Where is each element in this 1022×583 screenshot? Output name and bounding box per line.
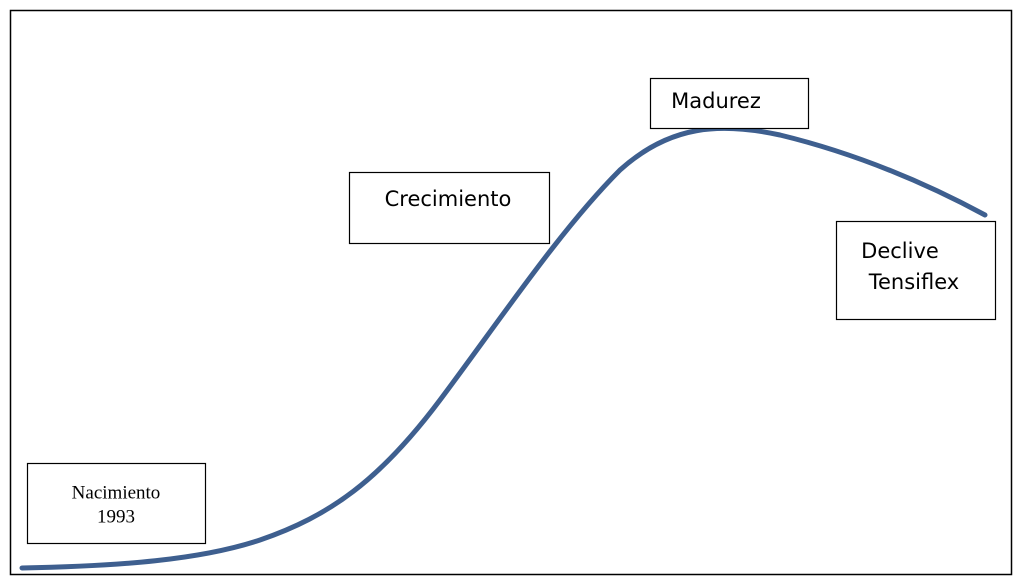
node-box — [348, 171, 551, 245]
node: Madurez — [649, 77, 810, 130]
node: Crecimiento — [348, 171, 551, 245]
node-box — [26, 462, 207, 545]
node: Declive Tensiflex — [835, 220, 997, 321]
node-box — [835, 220, 997, 321]
node-label: Crecimiento — [385, 187, 512, 211]
node-box — [649, 77, 810, 130]
life-cycle-curve — [19, 125, 988, 571]
node-label: 1993 — [97, 506, 135, 527]
node-label: Nacimiento — [72, 482, 161, 503]
node-label: Madurez — [671, 89, 761, 113]
node-label: Tensiflex — [868, 270, 959, 294]
node-label: Declive — [861, 239, 939, 263]
node: Nacimiento 1993 — [26, 462, 207, 545]
